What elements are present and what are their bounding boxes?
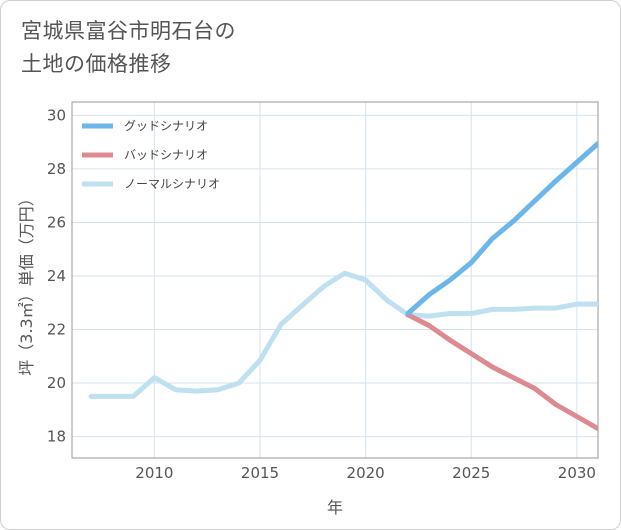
x-tick-label: 2020 [347,464,385,482]
legend-label: バッドシナリオ [124,148,208,162]
y-tick-label: 20 [47,374,66,392]
series-line-2 [88,270,598,399]
tick-labels: 2010 2015 2020 2025 2030 18 20 22 24 26 28 30 [47,106,596,482]
y-tick-label: 22 [47,321,66,339]
legend-label: ノーマルシナリオ [124,177,220,191]
y-tick-label: 28 [47,160,66,178]
y-tick-label: 26 [47,213,66,231]
chart-title-line2: 土地の価格推移 [21,52,172,76]
y-tick-label: 18 [47,428,66,446]
y-axis-title: 坪（3.3㎡）単価（万円） [17,190,36,375]
y-tick-label: 24 [47,267,66,285]
x-tick-label: 2010 [135,464,173,482]
series-lines [88,141,598,432]
x-tick-label: 2015 [241,464,279,482]
plot-area-frame [71,101,599,459]
y-tick-label: 30 [47,106,66,124]
series-line-0 [405,141,598,316]
x-tick-label: 2030 [558,464,596,482]
chart-title-line1: 宮城県富谷市明石台の [21,19,236,43]
chart-title: 宮城県富谷市明石台の 土地の価格推移 [21,15,581,81]
x-tick-label: 2025 [452,464,490,482]
legend-label: グッドシナリオ [124,119,208,133]
series-line-1 [405,312,598,432]
x-axis-title: 年 [327,498,343,517]
